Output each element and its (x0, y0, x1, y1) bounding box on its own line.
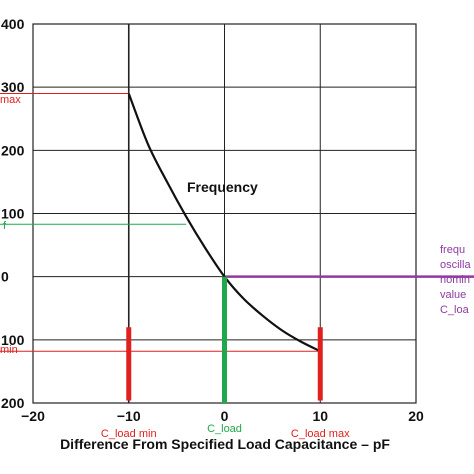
y-tick-label: 200 (1, 142, 25, 158)
y-tick-label: 100 (1, 332, 25, 348)
y-tick-label: 400 (1, 16, 25, 32)
x-tick-label: −10 (117, 408, 141, 424)
x-tick-label: −20 (21, 408, 45, 424)
x-axis-title: Difference From Specified Load Capacitan… (60, 436, 390, 452)
x-tick-label: 10 (312, 408, 328, 424)
y-left-label-max: max (0, 94, 21, 106)
right-note-line: C_loa (440, 304, 470, 316)
x-tick-label: 20 (408, 408, 424, 424)
right-note-line: value (440, 289, 466, 301)
curve-label: Frequency (187, 179, 258, 195)
x-bottom-label: C_load min (101, 428, 157, 440)
y-tick-label: 300 (1, 79, 25, 95)
y-tick-label: 100 (1, 206, 25, 222)
x-bottom-label: C_load max (291, 428, 350, 440)
right-note-line: oscilla (440, 259, 471, 271)
x-tick-label: 0 (221, 408, 229, 424)
right-note-line: frequ (440, 244, 465, 256)
y-tick-label: 0 (1, 269, 9, 285)
y-left-label-f: f (3, 220, 7, 232)
x-bottom-label: C_load (207, 423, 242, 435)
y-tick-label: 200 (1, 395, 25, 411)
y-left-label-min: min (0, 344, 18, 356)
right-note-line: nomin (440, 274, 470, 286)
